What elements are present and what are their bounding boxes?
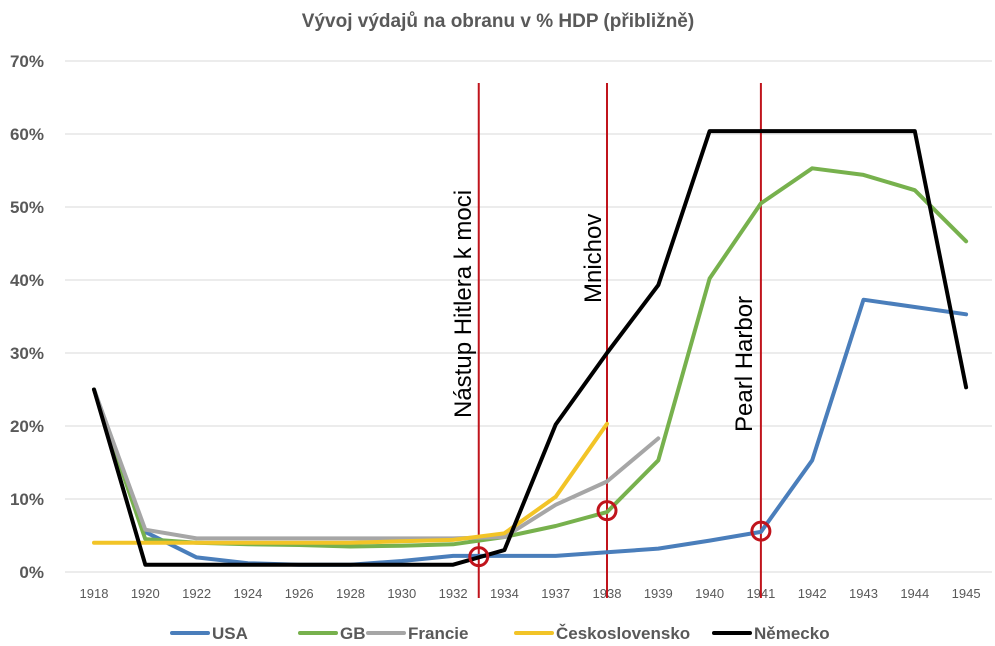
legend-item: Německo — [712, 624, 830, 643]
x-tick-label: 1926 — [285, 586, 314, 601]
chart-title: Vývoj výdajů na obranu v % HDP (přibližn… — [302, 11, 694, 32]
annotation-label: Pearl Harbor — [731, 296, 758, 432]
x-tick-label: 1940 — [695, 586, 724, 601]
event-marker — [596, 500, 618, 522]
x-tick-label: 1922 — [182, 586, 211, 601]
x-tick-label: 1939 — [644, 586, 673, 601]
y-tick-label: 70% — [10, 52, 44, 71]
x-tick-label: 1928 — [336, 586, 365, 601]
series-line-německo — [92, 129, 969, 567]
x-tick-label: 1942 — [798, 586, 827, 601]
x-tick-label: 1930 — [387, 586, 416, 601]
y-tick-label: 20% — [10, 417, 44, 436]
series-line-francie — [92, 387, 661, 541]
x-tick-label: 1920 — [131, 586, 160, 601]
legend-label: GB — [340, 624, 366, 643]
annotation-label: Nástup Hitlera k moci — [450, 190, 477, 418]
legend-item: Francie — [366, 624, 468, 643]
legend-label: USA — [212, 624, 248, 643]
legend-label: Československo — [556, 624, 690, 643]
x-tick-label: 1932 — [439, 586, 468, 601]
x-tick-label: 1934 — [490, 586, 519, 601]
series-line-usa — [92, 297, 969, 567]
series-line-československo — [92, 421, 609, 545]
legend-label: Německo — [754, 624, 830, 643]
y-tick-label: 10% — [10, 490, 44, 509]
x-tick-label: 1918 — [80, 586, 109, 601]
x-tick-label: 1945 — [952, 586, 981, 601]
legend-item: GB — [298, 624, 366, 643]
x-tick-label: 1937 — [541, 586, 570, 601]
y-tick-label: 0% — [19, 563, 44, 582]
legend-item: Československo — [514, 624, 690, 643]
event-marker — [750, 520, 772, 542]
legend-label: Francie — [408, 624, 468, 643]
x-tick-label: 1924 — [233, 586, 262, 601]
y-tick-label: 50% — [10, 198, 44, 217]
event-marker — [468, 546, 490, 568]
annotation-label: Mnichov — [580, 214, 607, 303]
y-tick-label: 60% — [10, 125, 44, 144]
x-tick-label: 1944 — [900, 586, 929, 601]
y-tick-label: 40% — [10, 271, 44, 290]
y-tick-label: 30% — [10, 344, 44, 363]
legend-item: USA — [170, 624, 248, 643]
x-tick-label: 1943 — [849, 586, 878, 601]
